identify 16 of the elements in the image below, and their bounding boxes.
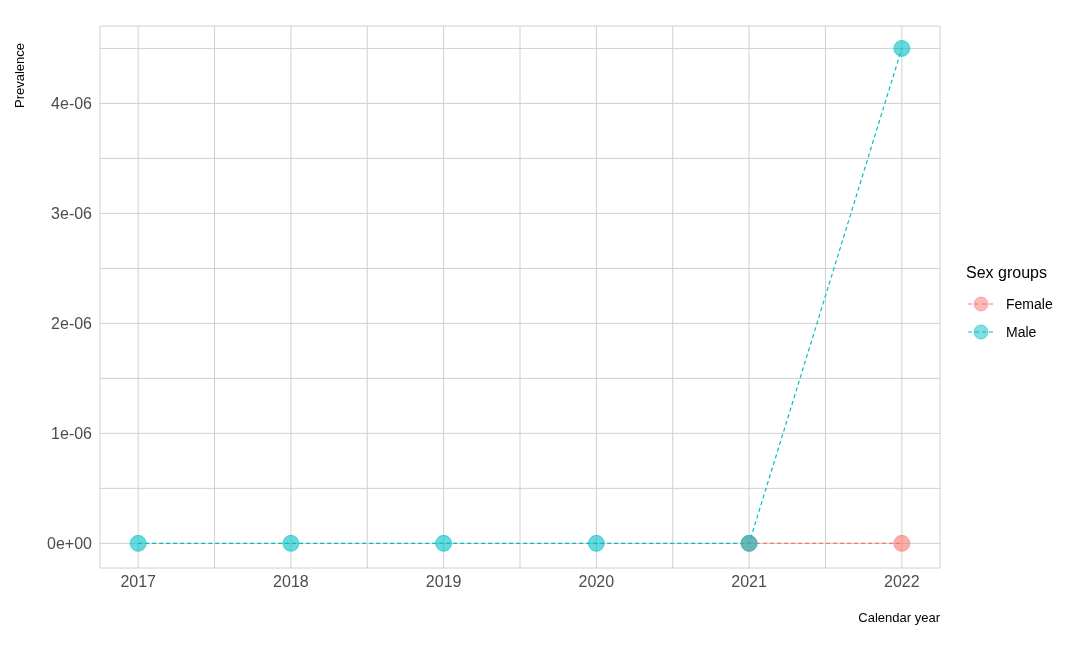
x-tick-label: 2020 (578, 573, 615, 591)
y-tick-label: 3e-06 (51, 205, 93, 223)
y-tick-label: 4e-06 (51, 95, 93, 113)
legend-label: Female (1006, 296, 1053, 312)
y-tick-label: 0e+00 (47, 535, 93, 553)
x-axis-title: Calendar year (857, 610, 940, 625)
x-tick-label: 2017 (120, 573, 157, 591)
x-tick-label: 2018 (273, 573, 309, 591)
y-axis-title: Prevalence (12, 42, 27, 108)
y-tick-label: 1e-06 (51, 425, 93, 443)
x-tick-label: 2019 (425, 573, 462, 591)
x-tick-label: 2022 (884, 573, 920, 591)
y-tick-label: 2e-06 (51, 315, 93, 333)
legend-title: Sex groups (966, 264, 1048, 282)
x-tick-label: 2021 (731, 573, 767, 591)
legend-label: Male (1006, 324, 1037, 340)
